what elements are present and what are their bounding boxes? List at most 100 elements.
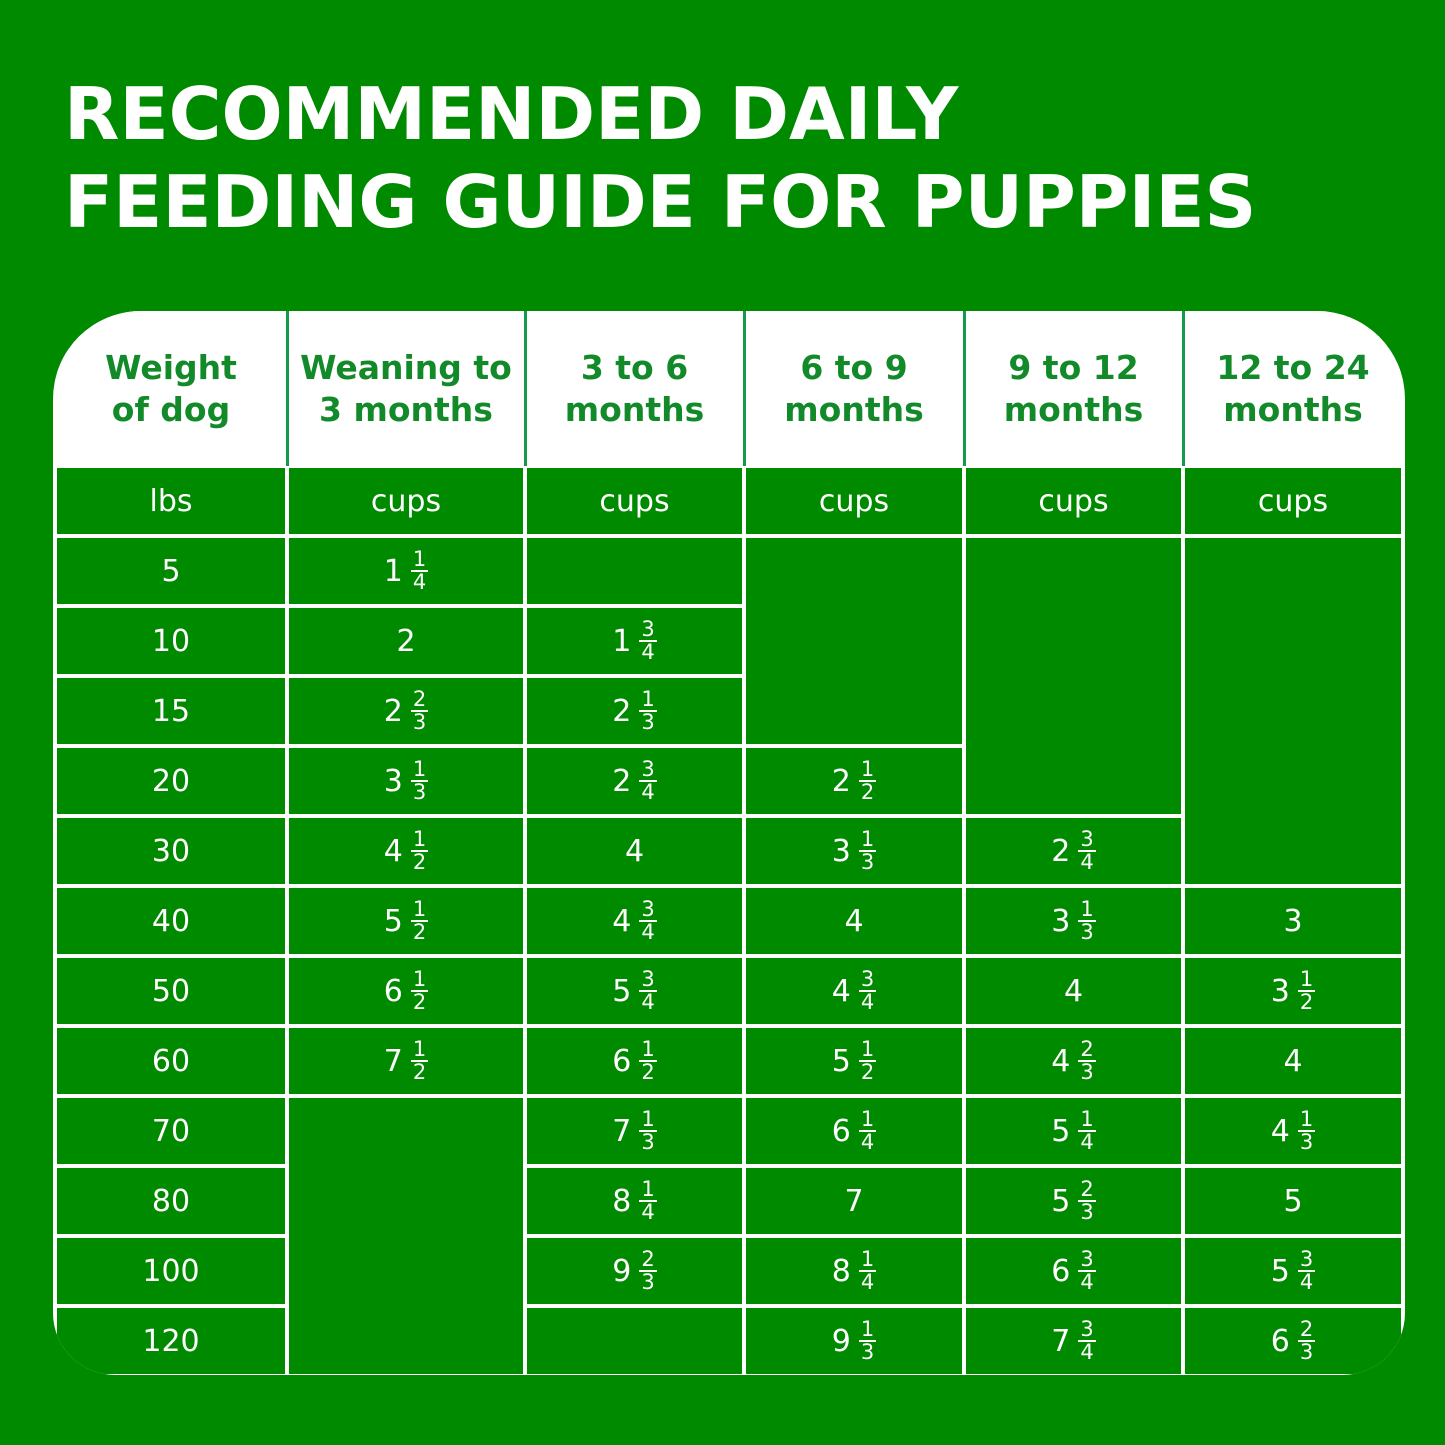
unit-cell: cups [966,468,1181,534]
unit-label: cups [1257,483,1329,519]
header-divider [524,311,527,466]
fraction-denominator: 4 [860,1130,875,1154]
cups-whole: 8 [612,1183,632,1219]
column-header-line: 3 to 6 [580,347,689,387]
fraction-denominator: 4 [1080,1340,1094,1364]
fraction-numerator: 1 [1297,967,1316,992]
fraction-numerator: 3 [639,617,657,642]
fraction-numerator: 3 [639,897,657,922]
weight-value: 5 [161,553,181,589]
cups-cell: 4 [1185,1028,1401,1094]
weight-cell: 5 [57,538,285,604]
fraction-numerator: 1 [410,967,429,992]
fraction-denominator: 2 [412,1060,427,1084]
weight-cell: 40 [57,888,285,954]
cups-whole: 1 [612,623,632,659]
fraction-numerator: 3 [639,757,657,782]
fraction-denominator: 4 [1080,1130,1094,1154]
header-divider [286,311,289,466]
cups-whole: 5 [1270,1253,1290,1289]
empty-cell [746,538,962,744]
cups-whole: 3 [831,833,851,869]
weight-cell: 20 [57,748,285,814]
cups-whole: 4 [831,973,851,1009]
column-header-line: 3 months [319,389,493,429]
weight-value: 10 [151,623,191,659]
column-header-line: months [1003,389,1144,429]
fraction-denominator: 2 [1299,990,1314,1014]
weight-cell: 120 [57,1308,285,1374]
fraction-denominator: 3 [641,710,655,734]
fraction-denominator: 4 [1080,1270,1094,1294]
cups-cell: 2 [289,608,523,674]
fraction-numerator: 3 [1078,827,1096,852]
fraction-denominator: 3 [860,850,875,874]
fraction-denominator: 4 [860,990,875,1014]
fraction-numerator: 2 [1078,1177,1096,1202]
fraction-numerator: 2 [639,1247,657,1272]
column-header: 9 to 12 months [966,311,1181,466]
fraction-denominator: 4 [641,920,655,944]
cups-cell: 5 [1185,1168,1401,1234]
fraction-numerator: 1 [410,547,429,572]
fraction-denominator: 4 [1080,850,1094,874]
cups-whole: 4 [624,833,645,869]
fraction-numerator: 1 [858,757,877,782]
cups-whole: 6 [1051,1253,1071,1289]
fraction-numerator: 1 [858,1247,877,1272]
cups-whole: 2 [1051,833,1071,869]
fraction-denominator: 3 [1299,1340,1314,1364]
cups-whole: 3 [1283,903,1303,939]
weight-value: 60 [151,1043,191,1079]
fraction-numerator: 1 [1078,897,1096,922]
column-header-line: of dog [111,389,231,429]
column-header-line: Weaning to [300,347,512,387]
cups-cell: 3 [1185,888,1401,954]
title-line-1: RECOMMENDED DAILY [64,72,959,156]
cups-whole: 9 [831,1323,851,1359]
fraction-numerator: 1 [858,1317,877,1342]
fraction-numerator: 1 [410,827,429,852]
fraction-numerator: 2 [410,687,429,712]
fraction-denominator: 4 [1299,1270,1314,1294]
unit-cell: cups [289,468,523,534]
cups-whole: 3 [383,763,403,799]
cups-cell: 4 [527,818,742,884]
fraction-numerator: 1 [410,897,429,922]
fraction-numerator: 1 [1297,1107,1316,1132]
cups-whole: 4 [1051,1043,1071,1079]
fraction-denominator: 4 [412,570,427,594]
column-header: Weight of dog [57,311,285,466]
page-title: RECOMMENDED DAILY FEEDING GUIDE FOR PUPP… [64,70,1256,246]
weight-value: 15 [151,693,191,729]
fraction-denominator: 3 [1299,1130,1314,1154]
cups-whole: 6 [383,973,403,1009]
cups-cell: 4 [966,958,1181,1024]
cups-whole: 5 [612,973,632,1009]
empty-cell [527,538,742,604]
